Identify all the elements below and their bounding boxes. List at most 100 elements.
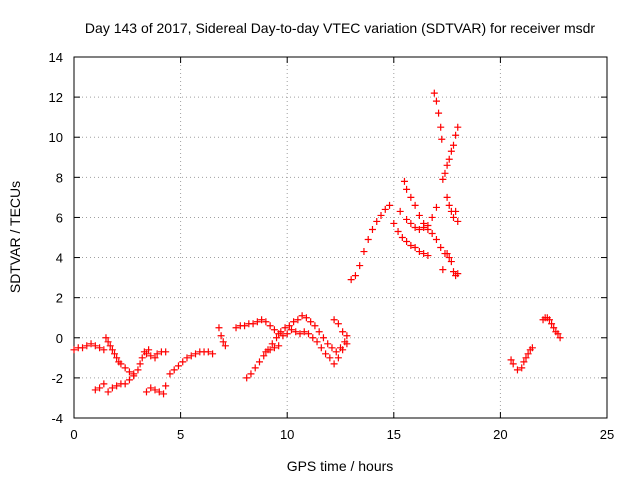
x-tick-label: 20 bbox=[493, 427, 507, 442]
data-point-marker bbox=[445, 155, 453, 163]
y-tick-label: 4 bbox=[56, 251, 63, 266]
y-tick-label: -2 bbox=[51, 371, 63, 386]
data-point-marker bbox=[87, 340, 95, 348]
data-point-marker bbox=[324, 340, 332, 348]
data-point-marker bbox=[162, 348, 170, 356]
data-point-marker bbox=[258, 316, 266, 324]
data-point-marker bbox=[166, 370, 174, 378]
data-point-marker bbox=[249, 320, 257, 328]
data-point-marker bbox=[91, 386, 99, 394]
data-point-marker bbox=[192, 350, 200, 358]
data-point-marker bbox=[83, 342, 91, 350]
data-point-marker bbox=[279, 332, 287, 340]
data-point-marker bbox=[151, 354, 159, 362]
data-point-marker bbox=[381, 205, 389, 213]
data-point-marker bbox=[437, 123, 445, 131]
data-point-marker bbox=[356, 262, 364, 270]
data-point-marker bbox=[219, 338, 227, 346]
data-point-marker bbox=[121, 364, 129, 372]
data-point-marker bbox=[273, 334, 281, 342]
data-point-marker bbox=[300, 328, 308, 336]
data-point-marker bbox=[281, 324, 289, 332]
data-point-marker bbox=[292, 328, 300, 336]
y-tick-label: 8 bbox=[56, 170, 63, 185]
data-point-marker bbox=[255, 358, 263, 366]
data-point-marker bbox=[420, 223, 428, 231]
data-point-marker bbox=[449, 268, 457, 276]
data-point-marker bbox=[151, 386, 159, 394]
data-point-marker bbox=[117, 360, 125, 368]
data-point-marker bbox=[509, 360, 517, 368]
data-point-marker bbox=[438, 135, 446, 143]
data-point-marker bbox=[147, 384, 155, 392]
data-point-marker bbox=[428, 229, 436, 237]
data-point-marker bbox=[437, 244, 445, 252]
x-axis-title: GPS time / hours bbox=[287, 458, 394, 474]
data-point-marker bbox=[319, 334, 327, 342]
y-tick-label: -4 bbox=[51, 411, 63, 426]
data-point-marker bbox=[520, 358, 528, 366]
data-point-marker bbox=[407, 193, 415, 201]
data-point-marker bbox=[368, 225, 376, 233]
data-point-marker bbox=[373, 217, 381, 225]
data-point-marker bbox=[100, 380, 108, 388]
data-point-marker bbox=[332, 348, 340, 356]
data-point-marker bbox=[411, 244, 419, 252]
data-point-marker bbox=[403, 185, 411, 193]
data-point-marker bbox=[162, 382, 170, 390]
y-tick-label: 0 bbox=[56, 331, 63, 346]
data-point-marker bbox=[125, 368, 133, 376]
data-point-marker bbox=[113, 382, 121, 390]
data-point-marker bbox=[443, 250, 451, 258]
x-tick-label: 25 bbox=[600, 427, 614, 442]
axis-ticks bbox=[73, 56, 608, 419]
data-point-marker bbox=[266, 346, 274, 354]
data-point-marker bbox=[447, 147, 455, 155]
data-point-marker bbox=[111, 350, 119, 358]
data-point-marker bbox=[108, 346, 116, 354]
data-point-marker bbox=[415, 211, 423, 219]
data-point-marker bbox=[343, 332, 351, 340]
data-point-marker bbox=[243, 374, 251, 382]
data-point-marker bbox=[96, 344, 104, 352]
data-point-marker bbox=[548, 320, 556, 328]
data-point-marker bbox=[170, 366, 178, 374]
data-point-marker bbox=[96, 384, 104, 392]
data-point-marker bbox=[447, 258, 455, 266]
data-point-marker bbox=[309, 334, 317, 342]
data-point-marker bbox=[403, 238, 411, 246]
data-point-marker bbox=[407, 242, 415, 250]
data-point-marker bbox=[91, 342, 99, 350]
data-point-marker bbox=[307, 318, 315, 326]
data-point-marker bbox=[160, 390, 168, 398]
y-tick-label: 14 bbox=[49, 50, 63, 65]
data-point-marker bbox=[522, 354, 530, 362]
data-point-marker bbox=[454, 270, 462, 278]
data-point-marker bbox=[415, 248, 423, 256]
data-point-marker bbox=[106, 342, 114, 350]
data-point-marker bbox=[79, 344, 87, 352]
data-point-marker bbox=[209, 350, 217, 358]
data-point-marker bbox=[432, 236, 440, 244]
data-point-marker bbox=[443, 193, 451, 201]
data-point-marker bbox=[432, 97, 440, 105]
data-point-marker bbox=[513, 366, 521, 374]
data-point-marker bbox=[334, 320, 342, 328]
data-point-marker bbox=[428, 213, 436, 221]
data-point-marker bbox=[134, 366, 142, 374]
data-point-marker bbox=[424, 252, 432, 260]
data-point-marker bbox=[439, 266, 447, 274]
x-tick-label: 5 bbox=[177, 427, 184, 442]
data-point-marker bbox=[454, 123, 462, 131]
data-point-marker bbox=[339, 328, 347, 336]
chart-title: Day 143 of 2017, Sidereal Day-to-day VTE… bbox=[85, 20, 595, 36]
data-point-marker bbox=[277, 328, 285, 336]
data-point-marker bbox=[232, 324, 240, 332]
data-point-marker bbox=[550, 324, 558, 332]
data-point-marker bbox=[454, 217, 462, 225]
data-point-marker bbox=[138, 354, 146, 362]
data-point-marker bbox=[554, 330, 562, 338]
data-point-marker bbox=[294, 316, 302, 324]
data-point-marker bbox=[377, 211, 385, 219]
x-tick-label: 10 bbox=[280, 427, 294, 442]
